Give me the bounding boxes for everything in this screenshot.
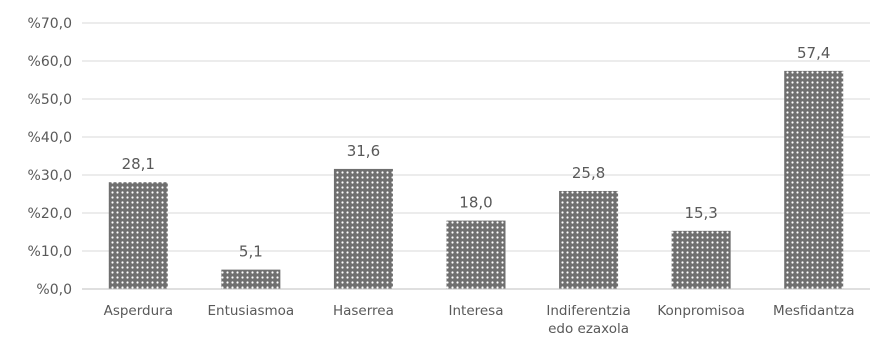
y-tick-label: %50,0 [28,92,72,108]
y-tick-label: %70,0 [28,16,72,32]
bar [559,190,619,289]
y-tick-label: %10,0 [28,244,72,260]
y-tick-label: %60,0 [28,54,72,70]
data-label: 18,0 [459,194,492,212]
x-category-label: Interesa [448,303,503,319]
bar [671,230,731,289]
bar [784,70,844,289]
bar [108,182,168,289]
x-category-label: Asperdura [104,303,173,319]
y-tick-label: %30,0 [28,168,72,184]
bar [446,220,506,289]
x-axis-categories: Asperdura Entusiasmoa Haserrea Interesa Indi… [104,303,855,337]
x-category-label: Haserrea [333,303,394,319]
data-label: 28,1 [122,155,155,173]
bar [333,168,393,289]
data-labels: 28,1 5,1 31,6 18,0 25,8 15,3 57,4 [122,44,831,261]
x-category-label: edo ezaxola [548,321,629,337]
x-category-label: Indiferentzia [546,303,630,319]
data-label: 5,1 [239,243,263,261]
y-tick-label: %0,0 [36,282,72,298]
x-category-label: Konpromisoa [657,303,745,319]
bar [221,269,281,289]
data-label: 57,4 [797,44,830,62]
x-category-label: Entusiasmoa [207,303,294,319]
data-label: 25,8 [572,164,605,182]
bars [108,70,844,289]
y-tick-label: %40,0 [28,130,72,146]
x-category-label: Mesfidantza [773,303,855,319]
data-label: 15,3 [684,204,717,222]
data-label: 31,6 [347,142,380,160]
y-axis-ticks: %0,0 %10,0 %20,0 %30,0 %40,0 %50,0 %60,0 %70,0 [28,16,72,298]
y-tick-label: %20,0 [28,206,72,222]
gridlines [82,22,870,252]
